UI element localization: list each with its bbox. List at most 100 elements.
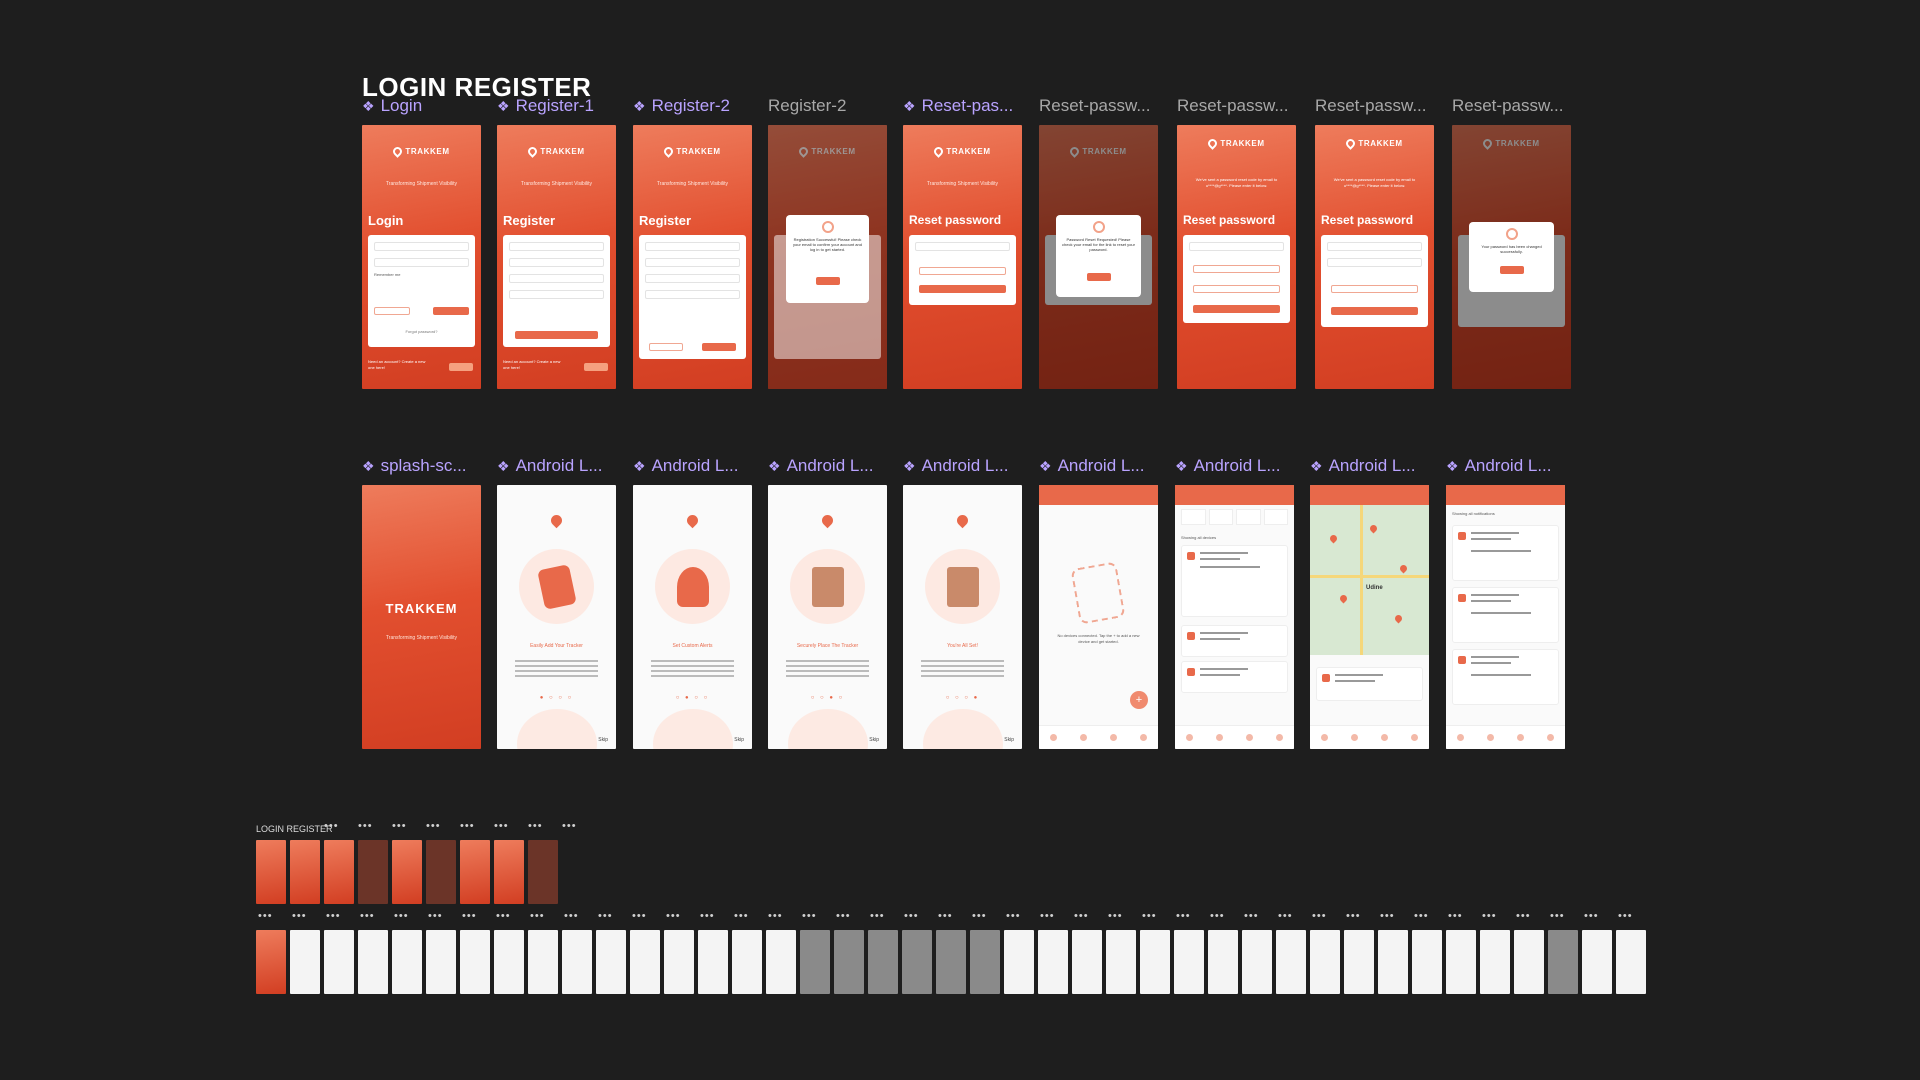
change-password-button[interactable] — [1193, 305, 1280, 313]
mini-thumbnail[interactable] — [902, 930, 932, 994]
back-button[interactable] — [649, 343, 683, 351]
skip-button[interactable]: Skip — [869, 737, 879, 743]
mini-thumbnail[interactable] — [936, 930, 966, 994]
notification-card[interactable] — [1452, 649, 1559, 705]
mini-thumbnail[interactable] — [290, 930, 320, 994]
mini-thumbnail[interactable] — [970, 930, 1000, 994]
skip-button[interactable]: Skip — [1004, 737, 1014, 743]
frame-device-list[interactable]: Showing all devices — [1175, 485, 1294, 749]
frame-onboarding-3[interactable]: Securely Place The Tracker ○ ○ ● ○ Skip — [768, 485, 887, 749]
frame-notifications[interactable]: Showing all notifications — [1446, 485, 1565, 749]
mini-thumbnail[interactable] — [528, 930, 558, 994]
email-field[interactable] — [374, 242, 469, 251]
phone-field[interactable] — [645, 258, 740, 267]
frame-reset-password[interactable]: TRAKKEM Transforming Shipment Visibility… — [903, 125, 1022, 389]
cancel-button[interactable] — [1331, 285, 1418, 293]
frame-splash[interactable]: TRAKKEM Transforming Shipment Visibility — [362, 485, 481, 749]
mini-thumbnail[interactable] — [1038, 930, 1068, 994]
frame-reset-code[interactable]: TRAKKEM We've sent a password reset code… — [1177, 125, 1296, 389]
frame-login[interactable]: TRAKKEM Transforming Shipment Visibility… — [362, 125, 481, 389]
mini-thumbnail[interactable] — [392, 930, 422, 994]
more-icon[interactable]: ••• — [292, 910, 307, 922]
mini-thumbnail[interactable] — [460, 930, 490, 994]
mini-thumbnail[interactable] — [1480, 930, 1510, 994]
frame-label[interactable]: ❖ Android L... — [633, 456, 739, 476]
more-icon[interactable]: ••• — [598, 910, 613, 922]
more-icon[interactable]: ••• — [768, 910, 783, 922]
more-icon[interactable]: ••• — [1074, 910, 1089, 922]
frame-label[interactable]: Reset-passw... — [1177, 96, 1289, 116]
mini-thumbnail[interactable] — [358, 930, 388, 994]
mini-thumbnail[interactable] — [1412, 930, 1442, 994]
more-icon[interactable]: ••• — [392, 820, 407, 832]
more-icon[interactable]: ••• — [1448, 910, 1463, 922]
nav-map-icon[interactable] — [1080, 734, 1088, 741]
frame-label[interactable]: ❖ Android L... — [1039, 456, 1145, 476]
more-icon[interactable]: ••• — [496, 910, 511, 922]
footer-register-button[interactable] — [584, 363, 608, 371]
frame-label[interactable]: ❖ Android L... — [903, 456, 1009, 476]
more-icon[interactable]: ••• — [1516, 910, 1531, 922]
frame-map[interactable]: Udine — [1310, 485, 1429, 749]
change-password-button[interactable] — [1331, 307, 1418, 315]
map-view[interactable]: Udine — [1310, 505, 1429, 655]
frame-label[interactable]: ❖ Reset-pas... — [903, 96, 1013, 116]
mini-thumbnail[interactable] — [1140, 930, 1170, 994]
more-icon[interactable]: ••• — [1108, 910, 1123, 922]
nav-notifications-icon[interactable] — [1109, 734, 1117, 741]
frame-onboarding-1[interactable]: Easily Add Your Tracker ● ○ ○ ○ Skip — [497, 485, 616, 749]
notification-card[interactable] — [1452, 525, 1559, 581]
frame-label[interactable]: Reset-passw... — [1452, 96, 1564, 116]
frame-label[interactable]: ❖ Login — [362, 96, 422, 116]
more-icon[interactable]: ••• — [666, 910, 681, 922]
mini-thumbnail[interactable] — [1616, 930, 1646, 994]
mini-thumbnail[interactable] — [562, 930, 592, 994]
footer-register-button[interactable] — [449, 363, 473, 371]
login-button[interactable] — [433, 307, 469, 315]
mini-thumbnail[interactable] — [460, 840, 490, 904]
mini-thumbnail[interactable] — [1276, 930, 1306, 994]
mini-thumbnail[interactable] — [1106, 930, 1136, 994]
more-icon[interactable]: ••• — [562, 820, 577, 832]
more-icon[interactable]: ••• — [564, 910, 579, 922]
register-button[interactable] — [374, 307, 410, 315]
frame-label[interactable]: Register-2 — [768, 96, 846, 116]
more-icon[interactable]: ••• — [1210, 910, 1225, 922]
more-icon[interactable]: ••• — [1040, 910, 1055, 922]
frame-label[interactable]: ❖ Android L... — [1175, 456, 1281, 476]
mini-thumbnail[interactable] — [1344, 930, 1374, 994]
frame-register-1[interactable]: TRAKKEM Transforming Shipment Visibility… — [497, 125, 616, 389]
email-field[interactable] — [915, 242, 1010, 251]
more-icon[interactable]: ••• — [972, 910, 987, 922]
mini-thumbnail[interactable] — [732, 930, 762, 994]
more-icon[interactable]: ••• — [358, 820, 373, 832]
mini-thumbnail[interactable] — [426, 840, 456, 904]
modal-login-button[interactable] — [815, 277, 840, 285]
more-icon[interactable]: ••• — [1176, 910, 1191, 922]
frame-label[interactable]: ❖ Android L... — [1310, 456, 1416, 476]
more-icon[interactable]: ••• — [1550, 910, 1565, 922]
frame-label[interactable]: ❖ Android L... — [1446, 456, 1552, 476]
country-field[interactable] — [645, 274, 740, 283]
more-icon[interactable]: ••• — [802, 910, 817, 922]
more-icon[interactable]: ••• — [1312, 910, 1327, 922]
more-icon[interactable]: ••• — [700, 910, 715, 922]
more-icon[interactable]: ••• — [528, 820, 543, 832]
add-device-button[interactable]: + — [1130, 691, 1148, 709]
next-button[interactable] — [515, 331, 598, 339]
mini-thumbnail[interactable] — [630, 930, 660, 994]
mini-thumbnail[interactable] — [290, 840, 320, 904]
frame-label[interactable]: ❖ Android L... — [768, 456, 874, 476]
email-field[interactable] — [509, 258, 604, 267]
frame-label[interactable]: ❖ splash-sc... — [362, 456, 467, 476]
more-icon[interactable]: ••• — [1346, 910, 1361, 922]
mini-thumbnail[interactable] — [1548, 930, 1578, 994]
nav-profile-icon[interactable] — [1139, 734, 1147, 741]
more-icon[interactable]: ••• — [530, 910, 545, 922]
frame-register-2-success[interactable]: TRAKKEM Registration Successful! Please … — [768, 125, 887, 389]
mini-thumbnail[interactable] — [1310, 930, 1340, 994]
mini-thumbnail[interactable] — [1072, 930, 1102, 994]
more-icon[interactable]: ••• — [938, 910, 953, 922]
mini-thumbnail[interactable] — [426, 930, 456, 994]
